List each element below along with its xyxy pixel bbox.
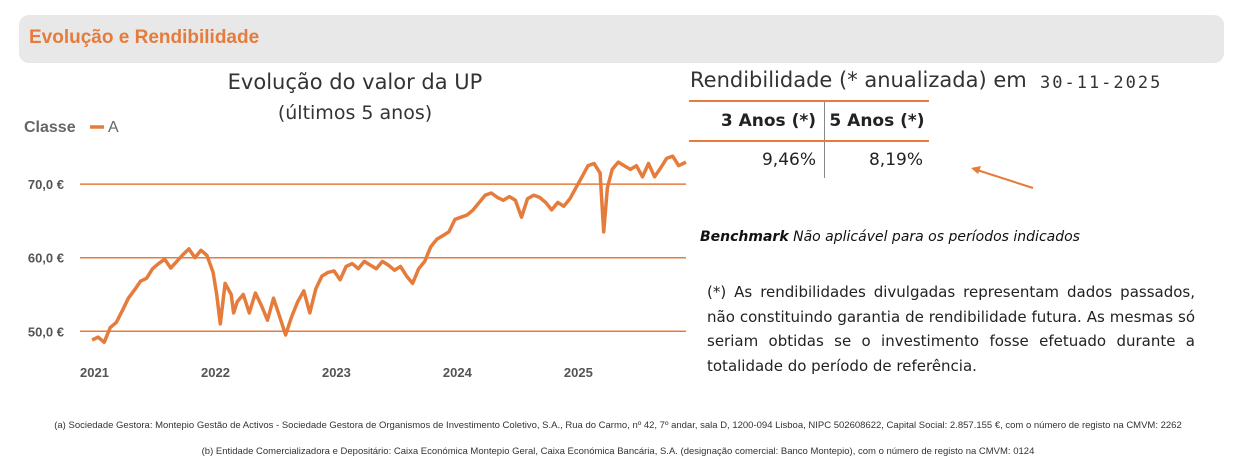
- section-header: Evolução e Rendibilidade: [19, 15, 1224, 63]
- legend-title: Classe: [24, 119, 76, 136]
- section-title: Evolução e Rendibilidade: [29, 27, 260, 48]
- benchmark-text: Não aplicável para os períodos indicados: [788, 229, 1080, 245]
- x-tick-label: 2021: [80, 365, 109, 380]
- legend-series-name: A: [108, 119, 119, 136]
- chart-subtitle: (últimos 5 anos): [277, 102, 433, 124]
- footnote-a: (a) Sociedade Gestora: Montepio Gestão d…: [54, 420, 1182, 431]
- series-line-A: [91, 154, 687, 345]
- chart: 50,0 €60,0 €70,0 € 2021 2022 2023 2024 2025 …: [24, 119, 687, 380]
- y-tick-label: 50,0 €: [28, 324, 64, 339]
- returns-table: 3 Anos (*) 5 Anos (*) 9,46% 8,19%: [689, 100, 929, 178]
- x-tick-label: 2022: [201, 365, 230, 380]
- returns-value-row: 9,46% 8,19%: [689, 141, 929, 178]
- chart-title: Evolução do valor da UP: [227, 70, 483, 94]
- x-tick-label: 2023: [322, 365, 351, 380]
- y-tick-label: 70,0 €: [28, 177, 64, 192]
- arrow-icon: [971, 166, 1034, 189]
- benchmark-note: Benchmark Não aplicável para os períodos…: [700, 229, 1080, 245]
- returns-value-5y: 8,19%: [824, 141, 929, 178]
- returns-title: Rendibilidade (* anualizada) em: [690, 68, 1027, 92]
- x-tick-label: 2025: [564, 365, 593, 380]
- y-tick-label: 60,0 €: [28, 251, 64, 266]
- returns-header-3y: 3 Anos (*): [689, 100, 825, 142]
- disclaimer-text: (*) As rendibilidades divulgadas represe…: [707, 283, 1195, 375]
- x-tick-label: 2024: [443, 365, 473, 380]
- returns-value-3y: 9,46%: [761, 150, 816, 170]
- returns-header-5y: 5 Anos (*): [824, 100, 929, 142]
- footnote-b: (b) Entidade Comercializadora e Depositá…: [201, 446, 1035, 457]
- returns-header-row: 3 Anos (*) 5 Anos (*): [689, 100, 929, 142]
- returns-date: 30-11-2025: [1040, 73, 1163, 93]
- benchmark-label: Benchmark: [700, 229, 789, 245]
